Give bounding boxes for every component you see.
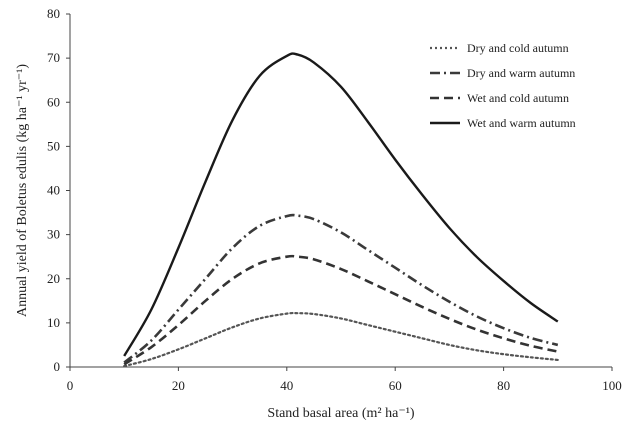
series-line-wet-and-warm-autumn [123, 52, 559, 357]
plot-area [123, 52, 559, 368]
series-line-wet-and-cold-autumn [123, 254, 559, 366]
legend: Dry and cold autumn Dry and warm autumn We… [430, 41, 576, 130]
x-tick-label: 40 [280, 378, 293, 393]
y-axis-title: Annual yield of Boletus edulis (kg ha⁻¹ … [15, 64, 30, 317]
y-tick-label: 10 [47, 315, 60, 330]
x-tick-label: 60 [389, 378, 402, 393]
y-tick-label: 60 [47, 94, 60, 109]
y-tick-label: 70 [47, 50, 60, 65]
legend-label: Wet and warm autumn [467, 116, 576, 130]
x-tick-label: 20 [172, 378, 185, 393]
x-tick-label: 100 [602, 378, 622, 393]
axes: 0 10 20 30 40 50 60 70 80 0 20 40 60 80 100 [47, 6, 622, 393]
series-line-dry-and-cold-autumn [123, 311, 559, 368]
series-line-dry-and-warm-autumn [123, 213, 559, 364]
y-tick-label: 40 [47, 183, 60, 198]
y-tick-label: 30 [47, 227, 60, 242]
legend-label: Dry and cold autumn [467, 41, 569, 55]
x-tick-label: 80 [497, 378, 510, 393]
y-tick-label: 50 [47, 138, 60, 153]
x-axis-title: Stand basal area (m² ha⁻¹) [267, 406, 415, 421]
legend-label: Dry and warm autumn [467, 66, 575, 80]
y-tick-label: 80 [47, 6, 60, 21]
y-tick-label: 20 [47, 271, 60, 286]
legend-label: Wet and cold autumn [467, 91, 569, 105]
y-tick-label: 0 [54, 359, 61, 374]
x-tick-label: 0 [67, 378, 74, 393]
